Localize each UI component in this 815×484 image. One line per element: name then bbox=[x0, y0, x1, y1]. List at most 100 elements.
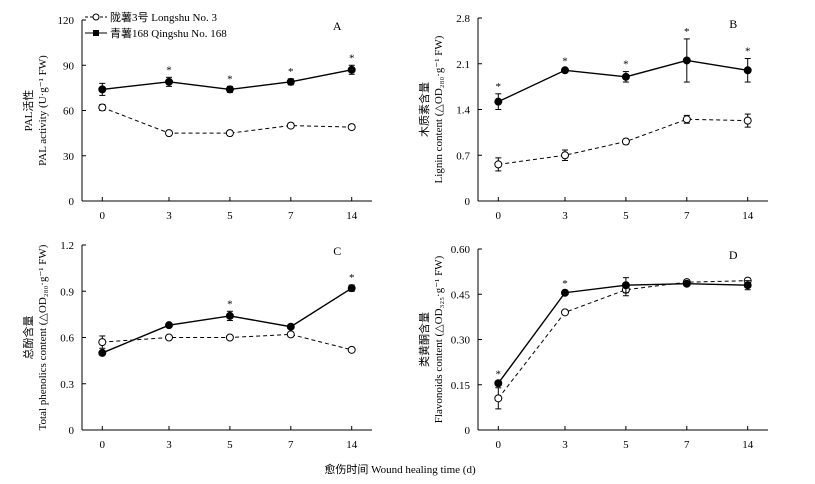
panel-b-xtick-label: 7 bbox=[684, 210, 690, 222]
panel-b-point-qingshu bbox=[621, 72, 630, 81]
panel-d-xtick-label: 14 bbox=[742, 439, 754, 451]
panel-a-ytick-label: 90 bbox=[63, 60, 75, 72]
panel-d-ylabel-zh: 类黄酮含量 bbox=[417, 312, 431, 367]
panel-a-xtick-label: 5 bbox=[227, 210, 233, 222]
panel-d-point-qingshu bbox=[561, 288, 569, 297]
panel-a-ytick-label: 30 bbox=[63, 151, 75, 163]
panel-d-ytick-label: 0 bbox=[465, 425, 471, 437]
panel-c-point-longshu bbox=[286, 330, 295, 339]
panel-a-xtick-label: 14 bbox=[346, 210, 358, 222]
panel-c-xtick-label: 7 bbox=[288, 439, 294, 451]
panel-a-ylabel-en: PAL activity (U·g⁻¹ FW) bbox=[37, 55, 49, 166]
panel-a: 0 30 60 90 120 0 3 5 7 14 A PAL活性 PAL activity (U·g⁻… bbox=[21, 15, 372, 222]
legend: 陇薯3号 Longshu No. 3 青薯168 Qingshu No. 168 bbox=[85, 10, 227, 40]
panel-a-point-qingshu bbox=[165, 77, 173, 86]
panel-b-point-longshu bbox=[743, 116, 752, 125]
panel-b-point-longshu bbox=[621, 137, 630, 146]
panel-b-ytick-label: 1.4 bbox=[456, 105, 470, 117]
panel-d-ylabel-en: Flavonoids content (△OD₃₂₅·g⁻¹ FW) bbox=[433, 255, 445, 423]
panel-c-point-qingshu bbox=[286, 322, 295, 331]
panel-c-point-longshu bbox=[165, 333, 173, 342]
panel-a-significance-star: * bbox=[288, 66, 294, 78]
panel-a-significance-star: * bbox=[166, 64, 172, 76]
panel-c-xtick-label: 3 bbox=[166, 439, 172, 451]
panel-b-significance-star: * bbox=[496, 81, 502, 93]
panel-a-significance-star: * bbox=[349, 52, 355, 64]
panel-c-point-qingshu bbox=[347, 284, 356, 293]
panel-d-xtick-label: 3 bbox=[562, 439, 568, 451]
panel-c-xtick-label: 0 bbox=[100, 439, 106, 451]
panel-a-ytick-label: 120 bbox=[58, 15, 75, 27]
panel-b-ytick-label: 0 bbox=[465, 196, 471, 208]
panel-a-point-qingshu bbox=[98, 85, 107, 94]
panel-c-point-longshu bbox=[225, 333, 234, 342]
panel-a-ylabel-zh: PAL活性 bbox=[21, 90, 35, 132]
panel-a-xtick-label: 3 bbox=[166, 210, 172, 222]
panel-c-letter: C bbox=[333, 244, 341, 258]
panel-d-xtick-label: 7 bbox=[684, 439, 690, 451]
panel-a-point-qingshu bbox=[225, 85, 234, 94]
panel-b-point-qingshu bbox=[743, 66, 752, 75]
panel-d-letter: D bbox=[729, 248, 738, 262]
panel-a-point-longshu bbox=[98, 103, 107, 112]
panel-b-significance-star: * bbox=[623, 59, 629, 71]
panel-b-ylabel-en: Lignin content (△OD₂₈₀·g⁻¹ FW) bbox=[433, 35, 445, 183]
panel-b-xtick-label: 14 bbox=[742, 210, 754, 222]
panel-b-point-qingshu bbox=[494, 97, 503, 106]
panel-a-point-longshu bbox=[286, 121, 295, 130]
panel-c-ytick-label: 0.3 bbox=[60, 379, 74, 391]
panel-d-ytick-label: 0.30 bbox=[451, 335, 471, 347]
panel-c-point-qingshu bbox=[225, 311, 234, 320]
panel-a-point-longshu bbox=[347, 123, 356, 132]
panel-d-significance-star: * bbox=[496, 369, 502, 381]
panel-d-xtick-label: 0 bbox=[496, 439, 502, 451]
panel-b-significance-star: * bbox=[684, 26, 690, 38]
panel-a-point-qingshu bbox=[347, 65, 356, 74]
panel-b-point-qingshu bbox=[561, 66, 569, 75]
panel-c-xtick-label: 5 bbox=[227, 439, 233, 451]
panel-c-point-qingshu bbox=[98, 348, 107, 357]
panel-b-xtick-label: 5 bbox=[623, 210, 629, 222]
legend-label-longshu: 陇薯3号 Longshu No. 3 bbox=[110, 10, 217, 24]
panel-b: 0 0.7 1.4 2.1 2.8 0 3 5 7 14 B 木质素含量 Lignin content … bbox=[417, 13, 768, 222]
panel-a-ytick-label: 60 bbox=[63, 106, 75, 118]
panel-c-ytick-label: 0.6 bbox=[60, 333, 74, 345]
panel-a-letter: A bbox=[333, 19, 342, 33]
panel-d-ytick-label: 0.45 bbox=[451, 289, 471, 301]
legend-label-qingshu: 青薯168 Qingshu No. 168 bbox=[110, 27, 227, 40]
panel-b-point-longshu bbox=[682, 115, 691, 124]
panel-a-point-longshu bbox=[165, 129, 173, 138]
panel-b-letter: B bbox=[729, 17, 737, 31]
panel-d-ytick-label: 0.15 bbox=[451, 380, 471, 392]
panel-d-point-qingshu bbox=[621, 281, 630, 290]
panel-c-ytick-label: 1.2 bbox=[60, 240, 74, 252]
panel-a-significance-star: * bbox=[227, 73, 233, 85]
panel-a-xtick-label: 7 bbox=[288, 210, 294, 222]
x-axis-title: 愈伤时间 Wound healing time (d) bbox=[324, 462, 476, 476]
panel-d-point-qingshu bbox=[494, 379, 503, 388]
panel-d-point-qingshu bbox=[682, 279, 691, 288]
panel-a-point-qingshu bbox=[286, 77, 295, 86]
legend-marker-longshu bbox=[92, 13, 100, 21]
panel-d-point-qingshu bbox=[743, 281, 752, 290]
panel-d: 0 0.15 0.30 0.45 0.60 0 3 5 7 14 D 类黄酮含量 Flavonoids … bbox=[417, 244, 768, 451]
panel-c-point-longshu bbox=[98, 338, 107, 347]
panel-a-ytick-label: 0 bbox=[69, 196, 75, 208]
panel-a-series-longshu-line bbox=[102, 107, 352, 134]
panel-d-significance-star: * bbox=[562, 278, 568, 290]
panel-b-ytick-label: 2.1 bbox=[456, 59, 470, 71]
panel-b-point-qingshu bbox=[682, 56, 691, 65]
panel-d-point-longshu bbox=[561, 308, 569, 317]
panel-c: 0 0.3 0.6 0.9 1.2 0 3 5 7 14 C 总酚含量 Total phenolics … bbox=[21, 240, 372, 451]
panel-b-ytick-label: 2.8 bbox=[456, 13, 470, 25]
panel-b-significance-star: * bbox=[562, 55, 568, 67]
legend-marker-qingshu bbox=[93, 30, 99, 36]
panel-d-xtick-label: 5 bbox=[623, 439, 629, 451]
panel-c-point-longshu bbox=[347, 345, 356, 354]
panel-b-ytick-label: 0.7 bbox=[456, 150, 470, 162]
panel-c-significance-star: * bbox=[349, 272, 355, 284]
panel-d-series-qingshu-line bbox=[497, 282, 748, 384]
panel-d-ytick-label: 0.60 bbox=[451, 244, 471, 256]
panel-c-ylabel-zh: 总酚含量 bbox=[21, 316, 35, 360]
